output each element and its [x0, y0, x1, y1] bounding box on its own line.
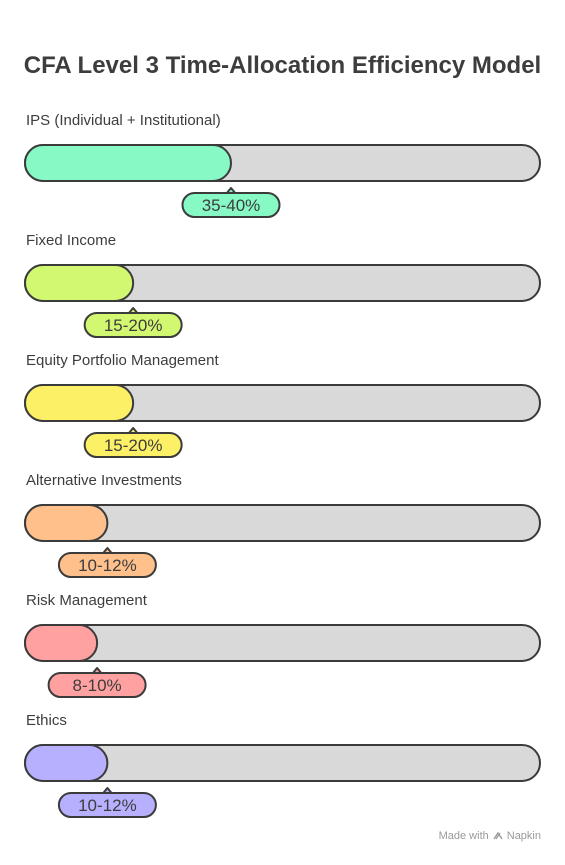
value-label: 10-12% — [78, 556, 137, 575]
value-label: 8-10% — [73, 676, 122, 695]
category-label: Equity Portfolio Management — [26, 352, 219, 369]
bar-row: Risk Management 8-10% — [24, 592, 541, 698]
value-pill-joint — [91, 674, 104, 679]
bar-row: IPS (Individual + Institutional) 35-40% — [24, 112, 541, 218]
napkin-logo-icon — [493, 831, 503, 840]
bar-fill — [24, 624, 99, 662]
category-label: IPS (Individual + Institutional) — [26, 112, 221, 129]
value-label: 15-20% — [104, 316, 163, 335]
bar-fill — [24, 264, 135, 302]
bar-row: Fixed Income 15-20% — [24, 232, 541, 338]
value-pill — [57, 552, 157, 578]
value-label: 35-40% — [202, 196, 261, 215]
value-label: 10-12% — [78, 796, 137, 815]
value-pill — [47, 672, 147, 698]
value-pill-joint — [101, 794, 114, 799]
chart-title: CFA Level 3 Time-Allocation Efficiency M… — [23, 52, 542, 79]
bar-fill — [24, 744, 109, 782]
value-pill-joint — [225, 194, 237, 199]
bar-row: Ethics 10-12% — [24, 712, 541, 818]
bar-fill — [24, 504, 109, 542]
category-label: Fixed Income — [26, 232, 116, 249]
bar-track — [24, 624, 541, 662]
value-pill-joint — [127, 314, 140, 319]
footer-watermark: Made with Napkin — [439, 830, 541, 842]
value-pill — [83, 432, 183, 458]
category-label: Alternative Investments — [26, 472, 182, 489]
brand-text: Napkin — [506, 830, 541, 842]
bar-row: Equity Portfolio Management 15-20% — [24, 352, 541, 458]
value-pill — [181, 192, 281, 218]
bar-row: Alternative Investments 10-12% — [24, 472, 541, 578]
value-pill — [57, 792, 157, 818]
value-pill-joint — [127, 434, 140, 439]
value-pill — [83, 312, 183, 338]
bar-fill — [24, 384, 135, 422]
value-label: 15-20% — [104, 436, 163, 455]
category-label: Risk Management — [26, 592, 148, 609]
value-pill-joint — [101, 554, 114, 559]
category-label: Ethics — [26, 712, 67, 729]
bar-fill — [24, 144, 232, 182]
made-with-text: Made with — [438, 830, 489, 842]
